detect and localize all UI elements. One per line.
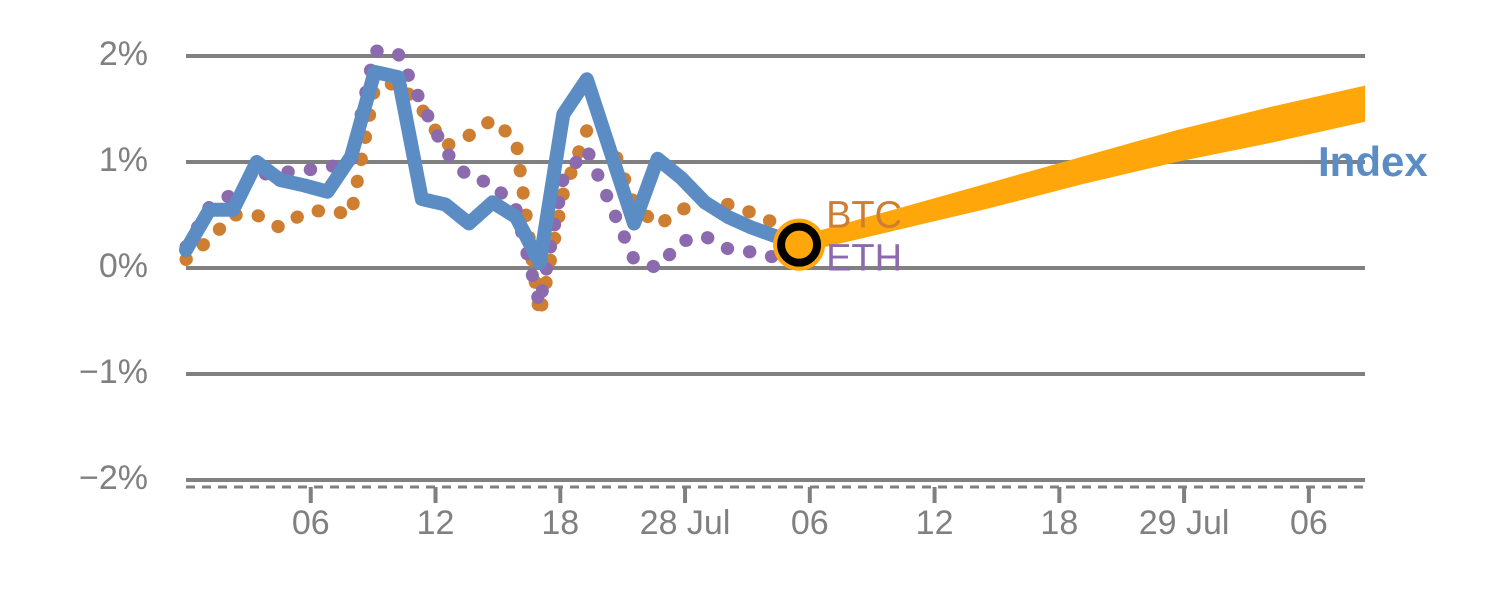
x-tick-label: 18 — [541, 504, 579, 542]
series-line-index — [179, 64, 807, 270]
marker-ring-circle — [777, 222, 822, 267]
series-line-eth — [179, 44, 806, 312]
y-tick-label: 2% — [99, 35, 148, 73]
y-tick-label: −2% — [79, 459, 148, 497]
y-tick-label: 0% — [99, 247, 148, 285]
x-tick-label: 06 — [292, 504, 330, 542]
series-label-btc: BTC — [826, 195, 902, 237]
x-tick-label: 12 — [417, 504, 455, 542]
y-axis-tick-labels: 2% 1% 0% −1% −2% — [79, 35, 148, 497]
x-axis-tick-labels: 06 12 18 28 Jul 06 12 18 29 Jul 06 — [292, 504, 1328, 542]
x-axis — [186, 485, 1365, 503]
x-tick-label: 06 — [791, 504, 829, 542]
x-axis-ticks — [308, 487, 1311, 503]
y-tick-label: −1% — [79, 353, 148, 391]
x-tick-label: 06 — [1290, 504, 1328, 542]
series-label-eth: ETH — [826, 238, 902, 280]
y-tick-label: 1% — [99, 141, 148, 179]
current-value-marker[interactable] — [773, 218, 826, 271]
x-tick-label: 28 Jul — [640, 504, 731, 542]
x-tick-label: 18 — [1040, 504, 1078, 542]
series-label-index: Index — [1318, 138, 1428, 185]
x-tick-label: 12 — [916, 504, 954, 542]
x-tick-label: 29 Jul — [1139, 504, 1230, 542]
series-line-btc — [179, 76, 806, 323]
forecast-band-index — [799, 85, 1365, 254]
